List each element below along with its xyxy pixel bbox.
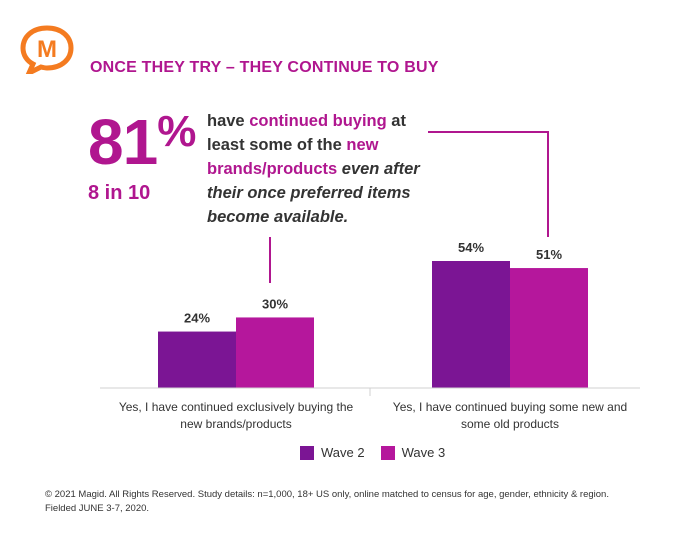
page-title: ONCE THEY TRY – THEY CONTINUE TO BUY <box>90 59 439 76</box>
legend-label-wave3: Wave 3 <box>401 445 446 460</box>
footer-notes: © 2021 Magid. All Rights Reserved. Study… <box>45 488 655 516</box>
headline-stat: 81% <box>88 107 196 175</box>
stat-ratio: 8 in 10 <box>88 182 151 204</box>
x-tick-label-cat2-line1: Yes, I have continued buying some new an… <box>393 400 627 414</box>
callout-text: have continued buying at least some of t… <box>207 109 447 229</box>
x-tick-label-cat2-line2: some old products <box>461 417 559 431</box>
legend-item-wave3: Wave 3 <box>380 445 446 460</box>
x-tick-label-cat1-line1: Yes, I have continued exclusively buying… <box>119 400 354 414</box>
chart-legend: Wave 2 Wave 3 <box>300 445 461 460</box>
logo-letter: M <box>37 36 57 63</box>
legend-label-wave2: Wave 2 <box>321 445 365 460</box>
magid-logo: M <box>17 24 77 79</box>
legend-swatch-wave3 <box>380 445 395 460</box>
callout-part4: new brands/products <box>207 136 379 178</box>
footer-line-2: Fielded JUNE 3-7, 2020. <box>45 503 150 514</box>
data-label-wave2-cat1: 24% <box>184 311 210 326</box>
bar-wave3-cat1 <box>236 317 314 388</box>
callout-part1: have <box>207 112 250 130</box>
connector-line-right <box>428 131 549 237</box>
data-label-wave2-cat2: 54% <box>458 240 484 255</box>
callout-part5: even after their once preferred items be… <box>207 160 420 226</box>
footer-line-1: © 2021 Magid. All Rights Reserved. Study… <box>45 489 609 500</box>
legend-swatch-wave2 <box>300 445 314 460</box>
legend-item-wave2: Wave 2 <box>300 445 365 460</box>
bar-wave2-cat1 <box>158 331 236 388</box>
x-tick-label-cat1-line2: new brands/products <box>180 417 291 431</box>
bar-wave2-cat2 <box>432 261 510 388</box>
data-label-wave3-cat1: 30% <box>262 296 288 311</box>
chart-bars: 24% 54% 30% 51% <box>158 240 588 388</box>
stat-value: 81 <box>88 106 158 178</box>
callout-part2: continued buying <box>249 112 387 130</box>
stat-percent-sign: % <box>157 107 196 156</box>
x-axis-labels: Yes, I have continued exclusively buying… <box>119 400 627 431</box>
data-label-wave3-cat2: 51% <box>536 247 562 262</box>
callout-part3: at least some of the <box>207 112 406 154</box>
bar-wave3-cat2 <box>510 268 588 388</box>
